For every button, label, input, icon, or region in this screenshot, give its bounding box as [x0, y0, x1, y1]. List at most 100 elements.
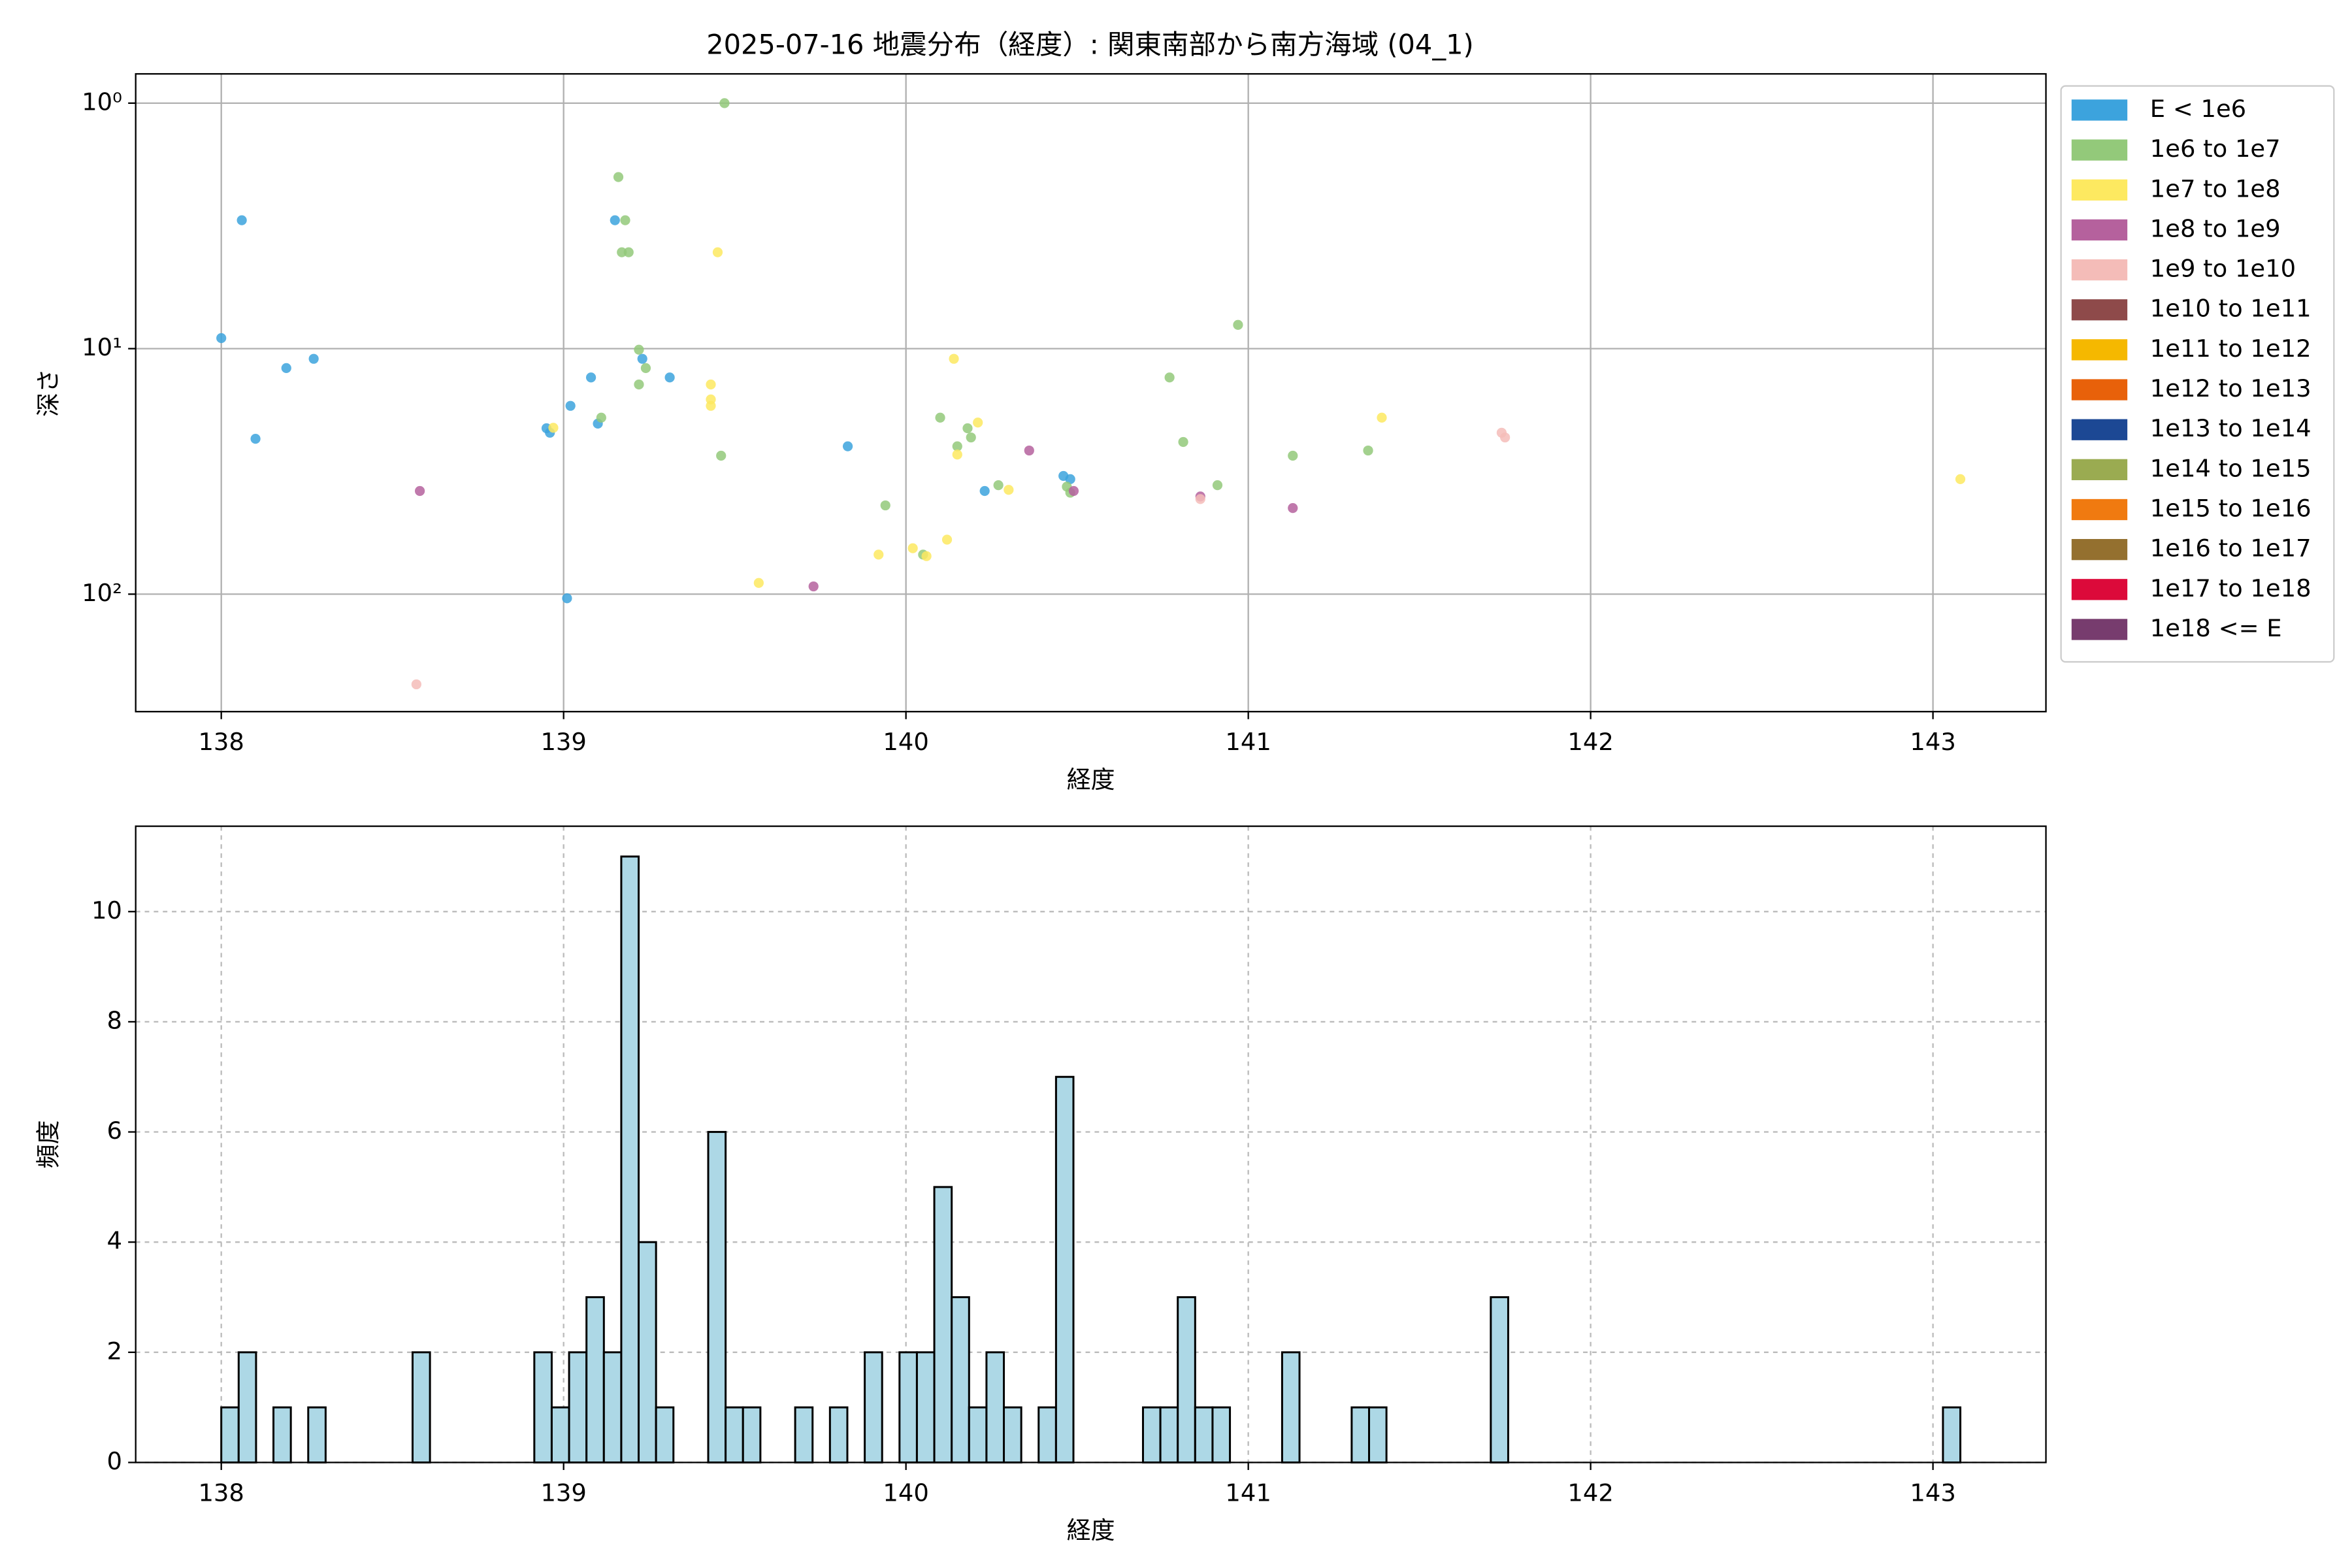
- x-tick-label: 140: [883, 728, 928, 756]
- bar: [968, 1406, 988, 1463]
- legend-label: 1e14 to 1e15: [2150, 454, 2311, 482]
- bar: [411, 1351, 431, 1463]
- point: [610, 215, 620, 225]
- bar: [951, 1296, 970, 1463]
- point: [753, 578, 764, 588]
- point: [1164, 372, 1175, 383]
- bar: [272, 1406, 292, 1463]
- y-tick-label: 2: [106, 1337, 122, 1365]
- x-axis-label: 経度: [1067, 1516, 1115, 1544]
- point: [1024, 445, 1034, 456]
- legend-label: 1e11 to 1e12: [2150, 335, 2311, 363]
- legend-label: 1e6 to 1e7: [2150, 135, 2281, 163]
- point: [216, 333, 227, 344]
- x-tick-label: 138: [198, 1478, 244, 1507]
- bar: [620, 855, 640, 1463]
- point: [941, 534, 953, 545]
- bar: [864, 1351, 883, 1463]
- legend-label: 1e12 to 1e13: [2150, 374, 2311, 402]
- y-axis-label: 深さ: [35, 368, 63, 417]
- bar: [933, 1186, 953, 1463]
- bar: [1368, 1406, 1388, 1463]
- point: [1500, 432, 1511, 443]
- point: [1233, 319, 1243, 330]
- y-tick-label: 4: [106, 1227, 122, 1255]
- point: [548, 423, 559, 433]
- legend-swatch: [2071, 299, 2128, 321]
- y-tick-label: 0: [106, 1447, 122, 1475]
- point: [1195, 494, 1205, 504]
- legend-swatch: [2071, 339, 2128, 361]
- y-tick-label: 10⁰: [82, 88, 122, 116]
- point: [880, 500, 890, 511]
- legend-label: E < 1e6: [2150, 95, 2246, 123]
- x-tick-label: 141: [1225, 1478, 1271, 1507]
- y-tick-label: 10¹: [82, 333, 122, 361]
- point: [949, 353, 959, 364]
- bar: [1194, 1406, 1214, 1463]
- bar: [220, 1406, 240, 1463]
- bar: [1350, 1406, 1371, 1463]
- y-tick-label: 10: [91, 896, 122, 924]
- bar: [602, 1351, 623, 1463]
- x-tick-label: 138: [198, 728, 244, 756]
- x-axis-label: 経度: [1067, 766, 1115, 794]
- point: [874, 549, 884, 560]
- legend-label: 1e13 to 1e14: [2150, 414, 2311, 442]
- point: [952, 449, 962, 460]
- x-tick-label: 141: [1225, 728, 1271, 756]
- point: [1178, 436, 1188, 448]
- point: [1288, 450, 1298, 461]
- legend-swatch: [2071, 179, 2128, 201]
- legend-swatch: [2071, 459, 2128, 480]
- point: [237, 215, 247, 225]
- point: [411, 679, 421, 690]
- x-tick-label: 142: [1567, 1478, 1613, 1507]
- point: [634, 344, 644, 355]
- point: [706, 400, 716, 411]
- point: [712, 247, 723, 257]
- legend-label: 1e15 to 1e16: [2150, 495, 2311, 523]
- legend-swatch: [2071, 99, 2128, 121]
- legend-label: 1e10 to 1e11: [2150, 295, 2311, 323]
- point: [565, 400, 576, 411]
- bar: [707, 1131, 727, 1463]
- point: [921, 551, 932, 561]
- x-tick-label: 143: [1910, 1478, 1955, 1507]
- legend-swatch: [2071, 619, 2128, 640]
- legend-swatch: [2071, 219, 2128, 241]
- x-tick-label: 139: [540, 728, 586, 756]
- point: [640, 363, 651, 374]
- x-tick-label: 139: [540, 1478, 586, 1507]
- y-tick-label: 6: [106, 1117, 122, 1145]
- bar: [898, 1351, 918, 1463]
- point: [250, 434, 261, 444]
- point: [623, 247, 634, 257]
- y-tick-label: 8: [106, 1006, 122, 1034]
- point: [1288, 503, 1298, 514]
- bar: [742, 1406, 762, 1463]
- legend-label: 1e8 to 1e9: [2150, 214, 2281, 242]
- point: [281, 363, 291, 374]
- bar: [1281, 1351, 1301, 1463]
- x-tick-label: 143: [1910, 728, 1955, 756]
- point: [952, 441, 962, 451]
- point: [706, 379, 716, 390]
- plot-frame: [135, 825, 2047, 1463]
- bar: [1037, 1406, 1057, 1463]
- bar: [794, 1406, 814, 1463]
- legend-swatch: [2071, 579, 2128, 600]
- plot-frame: [135, 73, 2047, 713]
- point: [1363, 445, 1373, 456]
- bar: [585, 1296, 605, 1463]
- point: [596, 412, 606, 423]
- legend-label: 1e16 to 1e17: [2150, 534, 2311, 563]
- point: [907, 543, 918, 553]
- bar: [1141, 1406, 1162, 1463]
- chart-title: 2025-07-16 地震分布（経度）: 関東南部から南方海域 (04_1): [706, 29, 1474, 61]
- point: [637, 353, 647, 364]
- point: [842, 441, 853, 451]
- point: [719, 98, 730, 108]
- legend-label: 1e7 to 1e8: [2150, 174, 2281, 203]
- y-axis-label: 頻度: [35, 1120, 63, 1169]
